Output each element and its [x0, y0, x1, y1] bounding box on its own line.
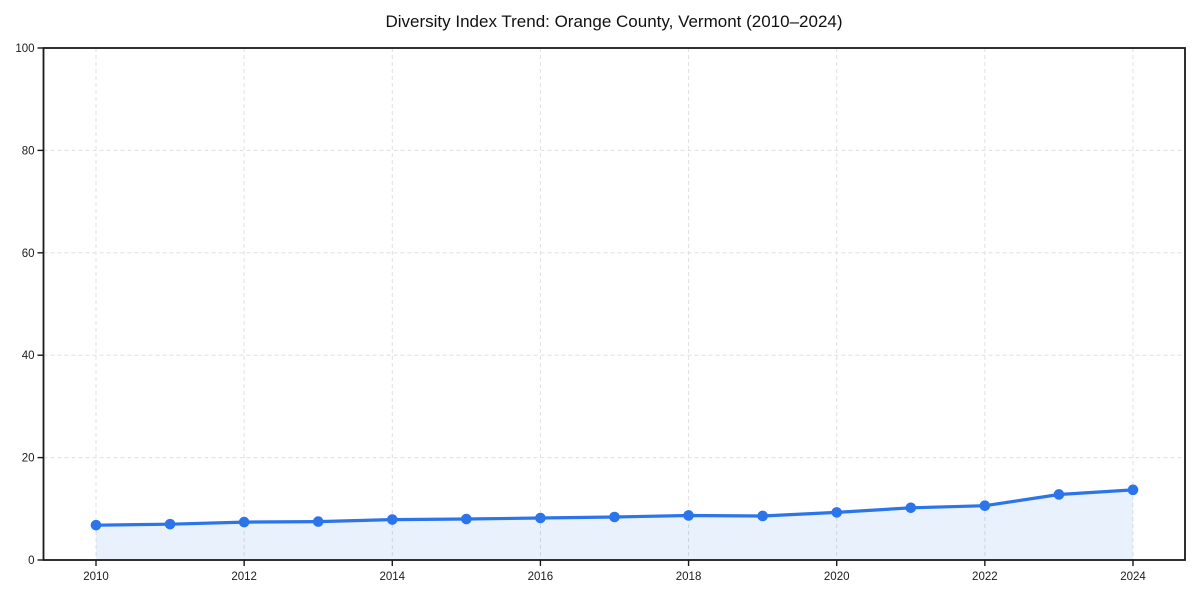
x-tick-label: 2010 — [83, 571, 109, 583]
data-point — [312, 516, 324, 527]
y-tick-label: 100 — [15, 43, 34, 55]
data-point — [164, 518, 176, 530]
x-tick-label: 2014 — [379, 571, 405, 583]
data-point — [979, 500, 991, 512]
y-tick-label: 60 — [22, 248, 35, 260]
plot-border — [42, 47, 1186, 561]
data-point — [386, 514, 398, 525]
x-tick-label: 2020 — [824, 571, 850, 583]
data-point — [238, 516, 250, 528]
y-tick-label: 40 — [22, 350, 35, 362]
x-tick-label: 2012 — [231, 571, 257, 583]
data-point — [1053, 489, 1065, 500]
data-point — [831, 507, 843, 518]
chart-title: Diversity Index Trend: Orange County, Ve… — [385, 12, 843, 31]
data-point — [535, 512, 546, 524]
data-point — [461, 513, 472, 525]
y-tick-label: 0 — [28, 555, 34, 567]
data-point — [90, 519, 102, 531]
series-area — [96, 489, 1133, 560]
data-point — [683, 510, 694, 521]
x-tick-label: 2018 — [676, 571, 702, 583]
x-tick-label: 2024 — [1120, 571, 1146, 583]
x-tick-label: 2022 — [972, 571, 998, 583]
x-tick-label: 2016 — [528, 571, 554, 583]
data-point — [757, 510, 768, 522]
y-tick-label: 80 — [22, 145, 35, 157]
data-point — [609, 511, 620, 523]
y-tick-label: 20 — [22, 453, 35, 465]
data-point — [1127, 484, 1139, 496]
data-point — [905, 502, 917, 514]
